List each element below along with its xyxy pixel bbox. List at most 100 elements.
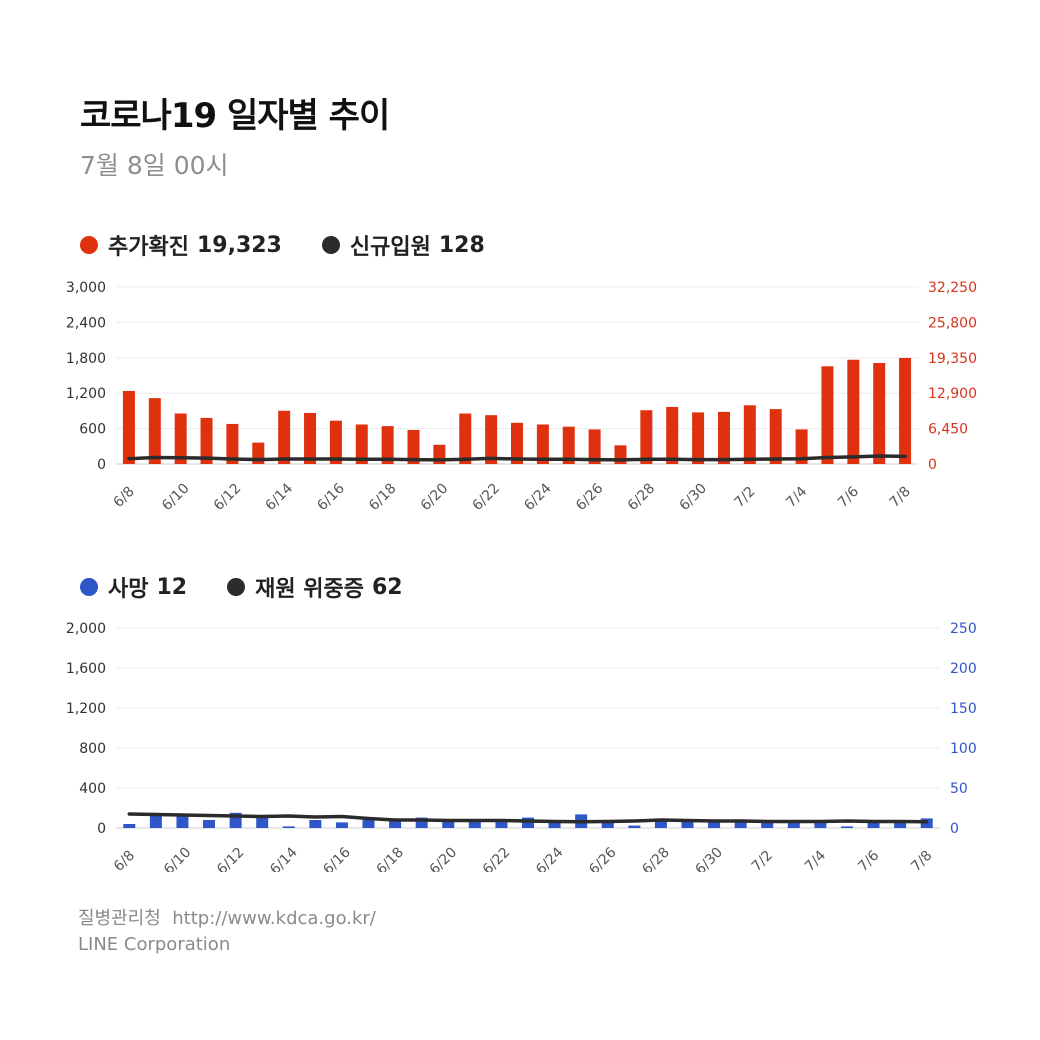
legend-label: 사망: [108, 577, 149, 602]
bar: [867, 820, 880, 828]
y-right-tick-label: 6,450: [928, 422, 968, 438]
x-tick-label: 6/14: [267, 844, 301, 872]
bar: [654, 820, 667, 828]
bar: [761, 821, 774, 828]
cases-chart: 0 0 600 6,450 1,200 12,900 1,800 19,350 2,400 25,…: [66, 280, 977, 514]
bar: [282, 826, 295, 828]
bar: [692, 412, 705, 464]
bar: [536, 424, 549, 464]
bar: [335, 822, 348, 828]
bar: [174, 413, 187, 464]
y-right-tick-label: 0: [950, 821, 959, 837]
x-tick-label: 6/28: [639, 844, 673, 872]
y-right-tick-label: 32,250: [928, 280, 977, 296]
bar: [795, 429, 808, 464]
legend-label: 추가확진: [108, 235, 189, 260]
y-right-tick-label: 12,900: [928, 386, 977, 402]
bar: [256, 815, 269, 828]
bar: [485, 415, 498, 464]
bar: [681, 820, 694, 828]
y-right-tick-label: 19,350: [928, 351, 977, 367]
legend-value: 12: [156, 574, 188, 600]
bar: [355, 424, 368, 464]
x-tick-label: 6/30: [692, 844, 726, 872]
bar: [309, 820, 322, 828]
y-left-tick-label: 0: [97, 821, 106, 837]
legend-value: 19,323: [196, 232, 282, 258]
source-line: 질병관리청 http://www.kdca.go.kr/: [78, 904, 376, 930]
y-right-tick-label: 50: [950, 781, 968, 797]
bar: [769, 409, 782, 464]
bar: [329, 420, 342, 464]
bar: [203, 820, 216, 828]
y-right-tick-label: 100: [950, 741, 977, 757]
source-url[interactable]: http://www.kdca.go.kr/: [172, 908, 376, 929]
source-name: 질병관리청: [78, 908, 161, 929]
y-left-tick-label: 1,600: [66, 661, 106, 677]
x-tick-label: 7/4: [783, 483, 810, 510]
company-name: LINE Corporation: [78, 934, 231, 955]
x-tick-label: 6/10: [161, 844, 195, 872]
x-tick-label: 6/8: [110, 484, 137, 511]
x-tick-label: 6/12: [211, 480, 245, 514]
x-tick-label: 6/20: [418, 480, 452, 514]
bar: [899, 357, 912, 464]
bar: [601, 822, 614, 828]
x-tick-label: 6/28: [625, 480, 659, 514]
deaths-chart: 0 0 400 50 800 100 1,200 150 1,600 200 2,000 250 6/8…: [66, 621, 977, 872]
x-tick-label: 6/22: [480, 844, 514, 872]
bar: [847, 359, 860, 464]
legend-item-confirmed: 추가확진 19,323: [80, 229, 282, 261]
bar: [640, 410, 653, 464]
x-tick-label: 7/8: [908, 848, 935, 872]
bar: [176, 814, 189, 828]
bar: [278, 410, 291, 464]
x-tick-label: 6/24: [521, 480, 555, 514]
x-tick-label: 7/6: [835, 483, 862, 510]
y-right-tick-label: 250: [950, 621, 977, 637]
bar: [666, 406, 679, 464]
x-tick-label: 7/6: [855, 847, 882, 872]
bar: [522, 817, 534, 828]
series-line: [127, 812, 929, 824]
x-tick-label: 7/2: [749, 848, 776, 872]
bar: [734, 821, 747, 828]
x-tick-label: 6/20: [427, 844, 461, 872]
bar: [787, 821, 800, 828]
y-left-tick-label: 800: [79, 741, 106, 757]
bar: [389, 820, 402, 828]
bar: [548, 820, 561, 828]
x-tick-label: 6/14: [263, 480, 297, 514]
bar: [122, 391, 135, 464]
x-tick-label: 6/26: [586, 844, 620, 872]
y-right-tick-label: 25,800: [928, 315, 977, 331]
bar: [708, 820, 721, 828]
bar: [200, 417, 213, 464]
x-tick-label: 6/26: [573, 480, 607, 514]
legend-item-hospitalized: 신규입원 128: [321, 229, 485, 261]
y-left-tick-label: 1,200: [66, 386, 106, 402]
legend-cases: 추가확진 19,323 신규입원 128: [80, 229, 525, 261]
y-left-tick-label: 2,000: [66, 621, 106, 637]
y-right-tick-label: 200: [950, 661, 977, 677]
y-left-tick-label: 0: [97, 457, 106, 473]
legend-value: 128: [438, 232, 485, 258]
bar: [415, 817, 428, 828]
x-tick-label: 6/24: [533, 844, 567, 872]
bar: [304, 412, 317, 464]
y-left-tick-label: 1,200: [66, 701, 106, 717]
bar: [459, 413, 472, 464]
bar: [717, 411, 730, 464]
x-tick-label: 6/18: [373, 844, 407, 872]
y-left-tick-label: 1,800: [66, 351, 106, 367]
legend-item-critical: 재원 위중증 62: [227, 571, 403, 603]
y-left-tick-label: 400: [79, 781, 106, 797]
y-left-tick-label: 2,400: [66, 315, 106, 331]
bar: [743, 405, 756, 464]
bar: [226, 423, 239, 464]
x-tick-label: 6/18: [366, 480, 400, 514]
series-line: [127, 454, 907, 462]
x-tick-label: 6/10: [159, 480, 193, 514]
x-tick-label: 6/16: [314, 480, 348, 514]
legend-label: 재원 위중증: [255, 577, 364, 602]
